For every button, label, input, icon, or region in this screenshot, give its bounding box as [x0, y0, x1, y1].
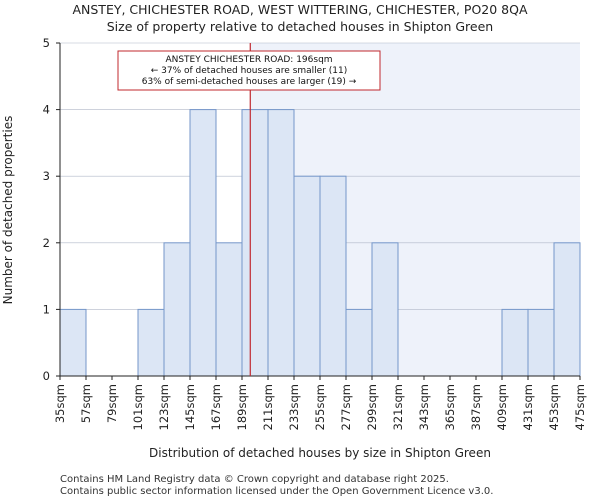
- x-tick-label: 123sqm: [157, 384, 171, 430]
- bar: [345, 308, 373, 377]
- y-tick-label: 3: [43, 169, 50, 183]
- annotation-smaller: ← 37% of detached houses are smaller (11…: [151, 66, 348, 76]
- x-tick-label: 189sqm: [235, 384, 249, 430]
- annotation-box: [117, 50, 381, 91]
- x-tick-label: 321sqm: [391, 384, 405, 430]
- y-tick-label: 5: [43, 36, 50, 50]
- x-tick-label: 211sqm: [261, 384, 275, 430]
- y-tick-label: 4: [43, 103, 50, 117]
- x-tick-label: 431sqm: [521, 384, 535, 430]
- footer-line-1: Contains HM Land Registry data © Crown c…: [60, 474, 449, 485]
- bar: [553, 242, 581, 377]
- x-tick-label: 101sqm: [131, 384, 145, 430]
- bar: [137, 308, 165, 377]
- bar: [501, 308, 529, 377]
- x-tick-label: 365sqm: [443, 384, 457, 430]
- y-tick-label: 0: [43, 369, 50, 383]
- x-tick-label: 57sqm: [79, 384, 93, 423]
- chart-title: ANSTEY, CHICHESTER ROAD, WEST WITTERING,…: [72, 2, 527, 17]
- footer-line-2: Contains public sector information licen…: [60, 486, 493, 497]
- x-tick-label: 299sqm: [365, 384, 379, 430]
- bar: [293, 175, 321, 377]
- annotation-larger: 63% of semi-detached houses are larger (…: [142, 77, 357, 87]
- bar: [215, 242, 243, 377]
- bar: [189, 109, 217, 377]
- x-tick-label: 79sqm: [105, 384, 119, 423]
- x-tick-label: 343sqm: [417, 384, 431, 430]
- x-axis-label: Distribution of detached houses by size …: [149, 446, 491, 460]
- x-tick-label: 35sqm: [53, 384, 67, 423]
- x-tick-label: 387sqm: [469, 384, 483, 430]
- x-tick-label: 145sqm: [183, 384, 197, 430]
- annotation-title: ANSTEY CHICHESTER ROAD: 196sqm: [165, 55, 332, 65]
- x-tick-label: 409sqm: [495, 384, 509, 430]
- bar: [527, 308, 555, 377]
- x-tick-label: 277sqm: [339, 384, 353, 430]
- bar: [267, 109, 295, 377]
- bar: [371, 242, 399, 377]
- chart-subtitle: Size of property relative to detached ho…: [107, 19, 493, 34]
- bar: [319, 175, 347, 377]
- x-tick-label: 255sqm: [313, 384, 327, 430]
- plot-area: 0 1 2 3 4 5 35sqm 57sqm 79sqm 101sqm 123sqm 145sqm 1…: [43, 36, 587, 430]
- x-tick-label: 475sqm: [573, 384, 587, 430]
- y-tick-label: 1: [43, 302, 50, 316]
- bar: [163, 242, 191, 377]
- bar: [59, 308, 87, 377]
- x-tick-label: 233sqm: [287, 384, 301, 430]
- y-axis-label: Number of detached properties: [1, 116, 15, 305]
- x-tick-label: 453sqm: [547, 384, 561, 430]
- bar: [241, 109, 269, 377]
- x-tick-label: 167sqm: [209, 384, 223, 430]
- y-tick-label: 2: [43, 236, 50, 250]
